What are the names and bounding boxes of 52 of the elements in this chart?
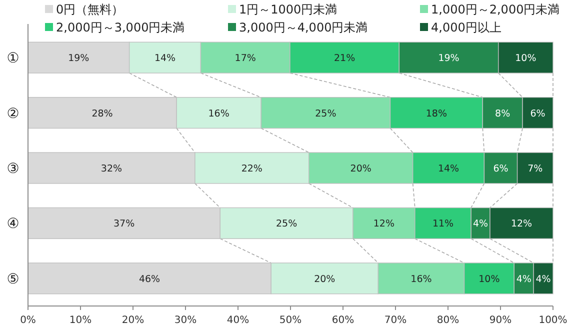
legend-label: 1,000円～2,000円未満 — [431, 2, 560, 16]
data-label: 16% — [208, 108, 230, 120]
data-label: 22% — [241, 164, 262, 174]
x-tick-label: 20% — [122, 315, 144, 325]
data-label: 25% — [276, 218, 298, 230]
y-tick-label: ① — [6, 50, 20, 67]
data-label: 8% — [495, 108, 510, 120]
data-label: 20% — [350, 164, 372, 174]
data-label: 28% — [92, 108, 113, 120]
data-label: 7% — [528, 164, 543, 174]
x-tick-label: 40% — [226, 315, 250, 325]
legend-label: 1円～1000円未満 — [239, 2, 338, 16]
data-label: 19% — [438, 53, 460, 64]
y-tick-label: ② — [6, 106, 20, 122]
x-tick-label: 90% — [489, 315, 512, 325]
x-tick-label: 80% — [436, 315, 460, 325]
data-label: 4% — [473, 218, 488, 230]
data-label: 14% — [438, 164, 460, 174]
x-tick-label: 60% — [332, 315, 354, 325]
data-label: 21% — [334, 53, 356, 64]
legend-label: 0円（無料） — [56, 2, 124, 16]
x-tick-label: 0% — [20, 315, 36, 325]
data-label: 10% — [515, 53, 536, 64]
data-label: 4% — [536, 274, 551, 285]
data-label: 16% — [410, 274, 432, 285]
data-label: 6% — [493, 164, 508, 174]
x-tick-label: 50% — [279, 315, 302, 325]
x-tick-label: 100% — [538, 315, 568, 325]
data-label: 12% — [373, 218, 395, 230]
data-label: 4% — [516, 274, 532, 285]
y-tick-label: ④ — [6, 216, 20, 232]
data-label: 17% — [234, 53, 256, 64]
data-label: 14% — [154, 53, 176, 64]
y-tick-label: ③ — [6, 161, 20, 177]
data-label: 25% — [315, 108, 336, 120]
legend-label: 4,000円以上 — [431, 20, 502, 34]
data-label: 37% — [114, 218, 135, 230]
data-label: 19% — [68, 53, 90, 64]
x-tick-label: 30% — [174, 315, 197, 325]
data-label: 18% — [426, 108, 448, 120]
data-label: 32% — [100, 164, 122, 174]
data-label: 10% — [478, 274, 500, 285]
data-label: 20% — [314, 274, 336, 285]
data-label: 12% — [510, 218, 532, 230]
x-tick-label: 10% — [69, 315, 92, 325]
data-label: 11% — [432, 218, 454, 230]
y-tick-label: ⑤ — [6, 271, 20, 288]
legend-label: 2,000円～3,000円未満 — [56, 20, 185, 34]
x-tick-label: 70% — [384, 315, 407, 325]
data-label: 6% — [530, 108, 546, 120]
legend-label: 3,000円～4,000円未満 — [239, 20, 368, 34]
data-label: 46% — [138, 274, 160, 285]
